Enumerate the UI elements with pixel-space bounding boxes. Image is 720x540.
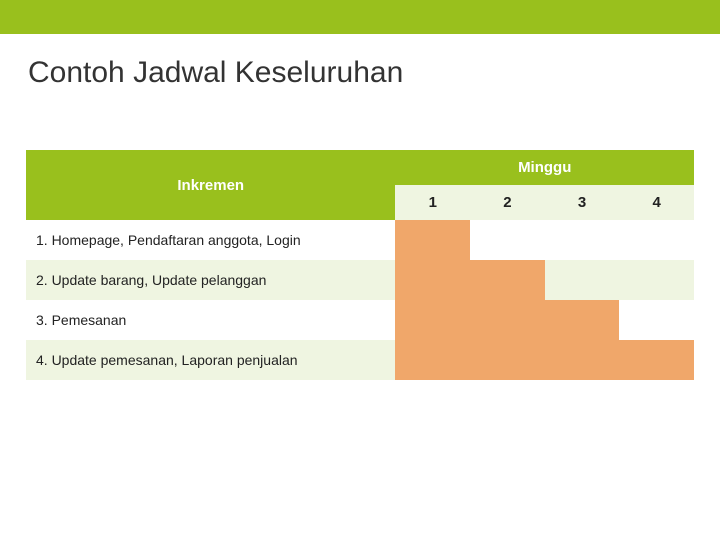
- week-cell: [545, 220, 620, 260]
- week-cells: [395, 220, 694, 260]
- table-header-row: Inkremen Minggu 1 2 3 4: [26, 150, 694, 220]
- task-label: 4. Update pemesanan, Laporan penjualan: [26, 340, 395, 380]
- top-accent-bar: [0, 0, 720, 34]
- week-numbers-row: 1 2 3 4: [395, 185, 694, 220]
- minggu-header: Minggu: [395, 150, 694, 185]
- week-cell: [545, 340, 620, 380]
- week-cell: [470, 260, 545, 300]
- week-cell: [545, 300, 620, 340]
- week-cell: [619, 220, 694, 260]
- week-cell: [395, 340, 470, 380]
- task-label: 2. Update barang, Update pelanggan: [26, 260, 395, 300]
- table-row: 3. Pemesanan: [26, 300, 694, 340]
- week-cell: [619, 300, 694, 340]
- schedule-table: Inkremen Minggu 1 2 3 4 1. Homepage, Pen…: [26, 150, 694, 380]
- week-cells: [395, 340, 694, 380]
- week-cell: [395, 220, 470, 260]
- page-title: Contoh Jadwal Keseluruhan: [0, 34, 720, 90]
- week-number: 1: [395, 185, 470, 220]
- week-cell: [470, 340, 545, 380]
- task-label: 1. Homepage, Pendaftaran anggota, Login: [26, 220, 395, 260]
- week-cells: [395, 260, 694, 300]
- table-row: 4. Update pemesanan, Laporan penjualan: [26, 340, 694, 380]
- table-row: 2. Update barang, Update pelanggan: [26, 260, 694, 300]
- week-number: 2: [470, 185, 545, 220]
- week-cells: [395, 300, 694, 340]
- week-cell: [545, 260, 620, 300]
- week-header-stack: Minggu 1 2 3 4: [395, 150, 694, 220]
- week-cell: [395, 260, 470, 300]
- week-cell: [619, 260, 694, 300]
- task-label: 3. Pemesanan: [26, 300, 395, 340]
- week-cell: [619, 340, 694, 380]
- week-cell: [395, 300, 470, 340]
- week-cell: [470, 220, 545, 260]
- week-number: 4: [619, 185, 694, 220]
- table-row: 1. Homepage, Pendaftaran anggota, Login: [26, 220, 694, 260]
- week-number: 3: [545, 185, 620, 220]
- rows-container: 1. Homepage, Pendaftaran anggota, Login2…: [26, 220, 694, 380]
- week-cell: [470, 300, 545, 340]
- inkremen-header: Inkremen: [26, 150, 395, 220]
